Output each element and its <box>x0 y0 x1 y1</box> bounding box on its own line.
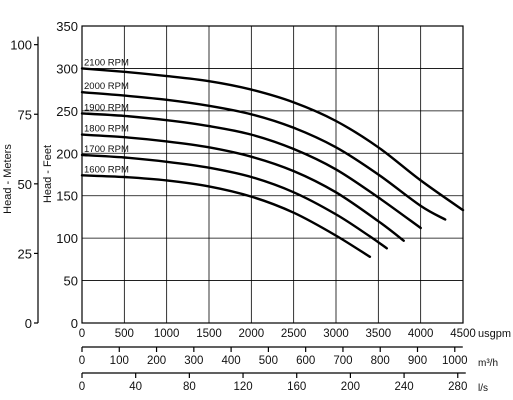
secondary-tick-label: 200 <box>341 381 360 393</box>
y-axis-meters-title: Head - Meters <box>2 144 14 214</box>
secondary-tick-label: 40 <box>129 381 142 393</box>
x-axis-ls-unit: l/s <box>478 383 488 394</box>
secondary-tick-label: 100 <box>110 355 129 367</box>
secondary-tick-label: 500 <box>259 355 278 367</box>
secondary-tick-label: 0 <box>79 381 85 393</box>
secondary-tick-label: 1000 <box>442 355 468 367</box>
secondary-tick-label: 800 <box>371 355 390 367</box>
plot-border <box>81 25 464 324</box>
x-tick-label: 4000 <box>408 328 434 340</box>
series-label: 1700 RPM <box>84 144 129 155</box>
secondary-tick-label: 400 <box>222 355 241 367</box>
x-axis-title: usgpm <box>478 328 511 340</box>
grid <box>81 25 464 324</box>
meters-tick-label: 0 <box>25 316 32 331</box>
secondary-tick-label: 80 <box>183 381 196 393</box>
series-line-2000-rpm <box>80 91 447 221</box>
y-axis-feet: 0 50 100 150 200 250 300 350 <box>56 19 78 331</box>
secondary-tick-label: 280 <box>448 381 467 393</box>
x-tick-label: 2000 <box>239 328 265 340</box>
series-label: 1800 RPM <box>84 124 129 135</box>
meters-tick-label: 100 <box>10 38 32 53</box>
series-label: 2000 RPM <box>84 81 129 92</box>
series-line-2100-rpm <box>80 67 465 212</box>
x-tick-label: 1000 <box>154 328 180 340</box>
y-tick-label: 350 <box>56 19 78 34</box>
secondary-tick-label: 160 <box>287 381 306 393</box>
y-tick-label: 50 <box>64 274 78 289</box>
series-line-1700-rpm <box>80 153 388 250</box>
x-axis-ls: 0 40 80 120 160 200 240 280 <box>79 372 467 393</box>
series-labels: 2100 RPM 2000 RPM 1900 RPM 1800 RPM 1700 RPM… <box>84 57 129 175</box>
x-axis-m3h: 0 100 200 300 400 500 600 700 800 900 1000 <box>79 346 468 367</box>
series-layer <box>80 67 465 258</box>
x-tick-label: 3500 <box>366 328 392 340</box>
series-line-1800-rpm <box>80 133 405 242</box>
secondary-tick-label: 120 <box>233 381 252 393</box>
plot-frame <box>81 25 464 324</box>
y-axis-title: Head - Feet <box>42 145 54 203</box>
y-tick-label: 0 <box>71 316 78 331</box>
secondary-tick-label: 0 <box>79 355 85 367</box>
y-tick-label: 150 <box>56 189 78 204</box>
series-label: 1900 RPM <box>84 102 129 113</box>
series-label: 2100 RPM <box>84 57 129 68</box>
meters-tick-label: 25 <box>18 246 32 261</box>
x-tick-label: 2500 <box>281 328 307 340</box>
x-tick-label: 1500 <box>196 328 222 340</box>
series-line-1600-rpm <box>80 174 372 258</box>
y-tick-label: 250 <box>56 104 78 119</box>
secondary-tick-label: 300 <box>184 355 203 367</box>
meters-tick-label: 50 <box>18 177 32 192</box>
secondary-tick-label: 200 <box>147 355 166 367</box>
secondary-tick-label: 240 <box>394 381 413 393</box>
y-tick-label: 100 <box>56 231 78 246</box>
series-label: 1600 RPM <box>84 164 129 175</box>
x-axis-m3h-unit: m³/h <box>478 358 498 369</box>
y-axis-meters: 0 25 50 75 100 <box>10 36 39 331</box>
y-tick-label: 300 <box>56 61 78 76</box>
series-line-1900-rpm <box>80 112 422 230</box>
secondary-tick-label: 600 <box>296 355 315 367</box>
x-axis-usgpm: 0 500 1000 1500 2000 2500 3000 3500 4000 4500 <box>79 328 476 340</box>
x-tick-label: 3000 <box>323 328 349 340</box>
meters-tick-label: 75 <box>18 107 32 122</box>
secondary-tick-label: 900 <box>408 355 427 367</box>
y-tick-label: 200 <box>56 146 78 161</box>
secondary-tick-label: 700 <box>333 355 352 367</box>
x-tick-label: 4500 <box>450 328 476 340</box>
x-tick-label: 0 <box>79 328 85 340</box>
x-tick-label: 500 <box>115 328 134 340</box>
